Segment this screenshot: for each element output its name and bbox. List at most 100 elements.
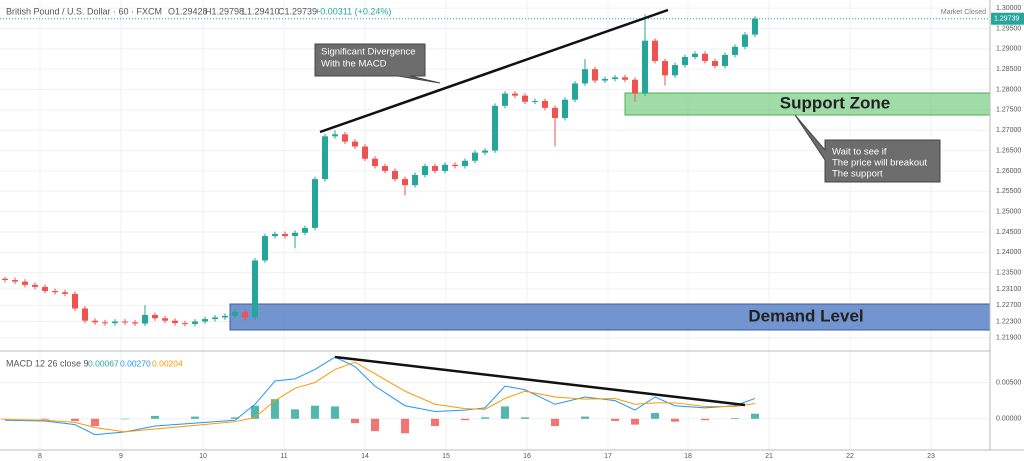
y-tick-label: 1.26500 xyxy=(996,147,1021,154)
candle-body xyxy=(602,78,608,81)
candle-body xyxy=(742,34,748,47)
x-tick-label: 17 xyxy=(604,453,612,460)
candle-body xyxy=(232,311,238,316)
candle-body xyxy=(52,290,58,293)
macd-line xyxy=(4,356,756,436)
callout-text: With the MACD xyxy=(321,59,387,70)
candle-body xyxy=(252,260,258,318)
candle-body xyxy=(182,323,188,325)
candle-body xyxy=(352,141,358,147)
candle-body xyxy=(612,77,618,79)
candle-body xyxy=(722,54,728,66)
candle-body xyxy=(142,315,148,324)
candle-body xyxy=(652,40,658,62)
macd-legend-value: 0.00270 xyxy=(120,358,151,368)
macd-histogram-bar xyxy=(191,416,199,419)
x-tick-label: 21 xyxy=(765,453,773,460)
candle-body xyxy=(702,53,708,62)
y-tick-label: 1.28500 xyxy=(996,66,1021,73)
y-tick-label: 0.00000 xyxy=(996,416,1021,423)
candle-body xyxy=(282,234,288,237)
macd-histogram-bar xyxy=(1,418,9,420)
candle-body xyxy=(582,69,588,84)
macd-histogram-bar xyxy=(751,413,759,419)
candle-body xyxy=(322,136,328,180)
candle-body xyxy=(532,100,538,102)
callout-text: Wait to see if xyxy=(832,147,887,158)
y-tick-label: 0.00500 xyxy=(996,379,1021,386)
y-tick-label: 1.30000 xyxy=(996,5,1021,12)
macd-line xyxy=(4,361,756,433)
candle-body xyxy=(362,146,368,159)
macd-histogram-bar xyxy=(231,417,239,419)
y-tick-label: 1.23500 xyxy=(996,270,1021,277)
macd-histogram-bar xyxy=(291,409,299,419)
macd-histogram-bar xyxy=(611,418,619,421)
x-tick-label: 18 xyxy=(684,453,692,460)
candle-body xyxy=(462,160,468,167)
y-tick-label: 1.26000 xyxy=(996,168,1021,175)
y-tick-label: 1.21900 xyxy=(996,335,1021,342)
candle-body xyxy=(372,158,378,167)
candle-body xyxy=(102,322,108,324)
candle-body xyxy=(292,232,298,237)
macd-histogram-bar xyxy=(701,418,709,421)
candle-body xyxy=(692,53,698,57)
y-tick-label: 1.29500 xyxy=(996,25,1021,32)
x-tick-label: 11 xyxy=(280,453,287,460)
x-tick-label: 14 xyxy=(361,453,369,460)
candle-body xyxy=(162,318,168,321)
macd-histogram-bar xyxy=(631,418,639,425)
candle-body xyxy=(492,105,498,151)
macd-trend-line xyxy=(334,355,746,407)
candle-body xyxy=(712,61,718,66)
candle-body xyxy=(172,320,178,324)
candle-body xyxy=(412,175,418,186)
ohlc-low: L1.29410 xyxy=(242,6,280,16)
candle-body xyxy=(512,93,518,96)
ohlc-close: C1.29739 xyxy=(278,6,317,16)
macd-histogram-bar xyxy=(521,417,529,419)
macd-legend-value: 0.00204 xyxy=(152,358,183,368)
candle-body xyxy=(242,311,248,318)
y-tick-label: 1.24000 xyxy=(996,249,1021,256)
candle-body xyxy=(192,321,198,324)
candle-body xyxy=(202,319,208,322)
y-tick-label: 1.24500 xyxy=(996,229,1021,236)
candle-body xyxy=(152,315,158,319)
candle-body xyxy=(432,166,438,171)
candle-body xyxy=(132,322,138,324)
x-tick-label: 8 xyxy=(38,453,42,460)
macd-histogram-bar xyxy=(651,412,659,419)
divergence-callout xyxy=(314,43,441,84)
candle-body xyxy=(272,234,278,237)
x-tick-label: 16 xyxy=(523,453,531,460)
callout-text: Significant Divergence xyxy=(321,47,416,58)
macd-histogram-bar xyxy=(331,406,339,419)
macd-title: MACD 12 26 close 9 xyxy=(6,358,89,368)
macd-histogram-bar xyxy=(371,418,379,432)
x-tick-label: 10 xyxy=(199,453,207,460)
candle-body xyxy=(382,166,388,171)
macd-histogram-bar xyxy=(501,406,509,419)
candle-body xyxy=(32,284,38,287)
candle-body xyxy=(552,107,558,119)
candle-body xyxy=(262,236,268,261)
macd-histogram-bar xyxy=(271,399,279,419)
macd-histogram-bar xyxy=(71,418,79,421)
candle-body xyxy=(72,293,78,309)
callout-text: The support xyxy=(832,169,883,180)
candle-body xyxy=(82,308,88,321)
demand-label: Demand Level xyxy=(748,306,863,325)
candle-body xyxy=(422,166,428,175)
macd-histogram-bar xyxy=(351,418,359,424)
ohlc-change: +0.00311 (+0.24%) xyxy=(315,6,391,16)
ohlc-high: H1.29798 xyxy=(205,6,244,16)
macd-histogram-bar xyxy=(41,418,49,420)
candle-body xyxy=(732,46,738,55)
candle-body xyxy=(332,134,338,137)
candle-body xyxy=(482,150,488,153)
macd-histogram-bar xyxy=(581,416,589,419)
